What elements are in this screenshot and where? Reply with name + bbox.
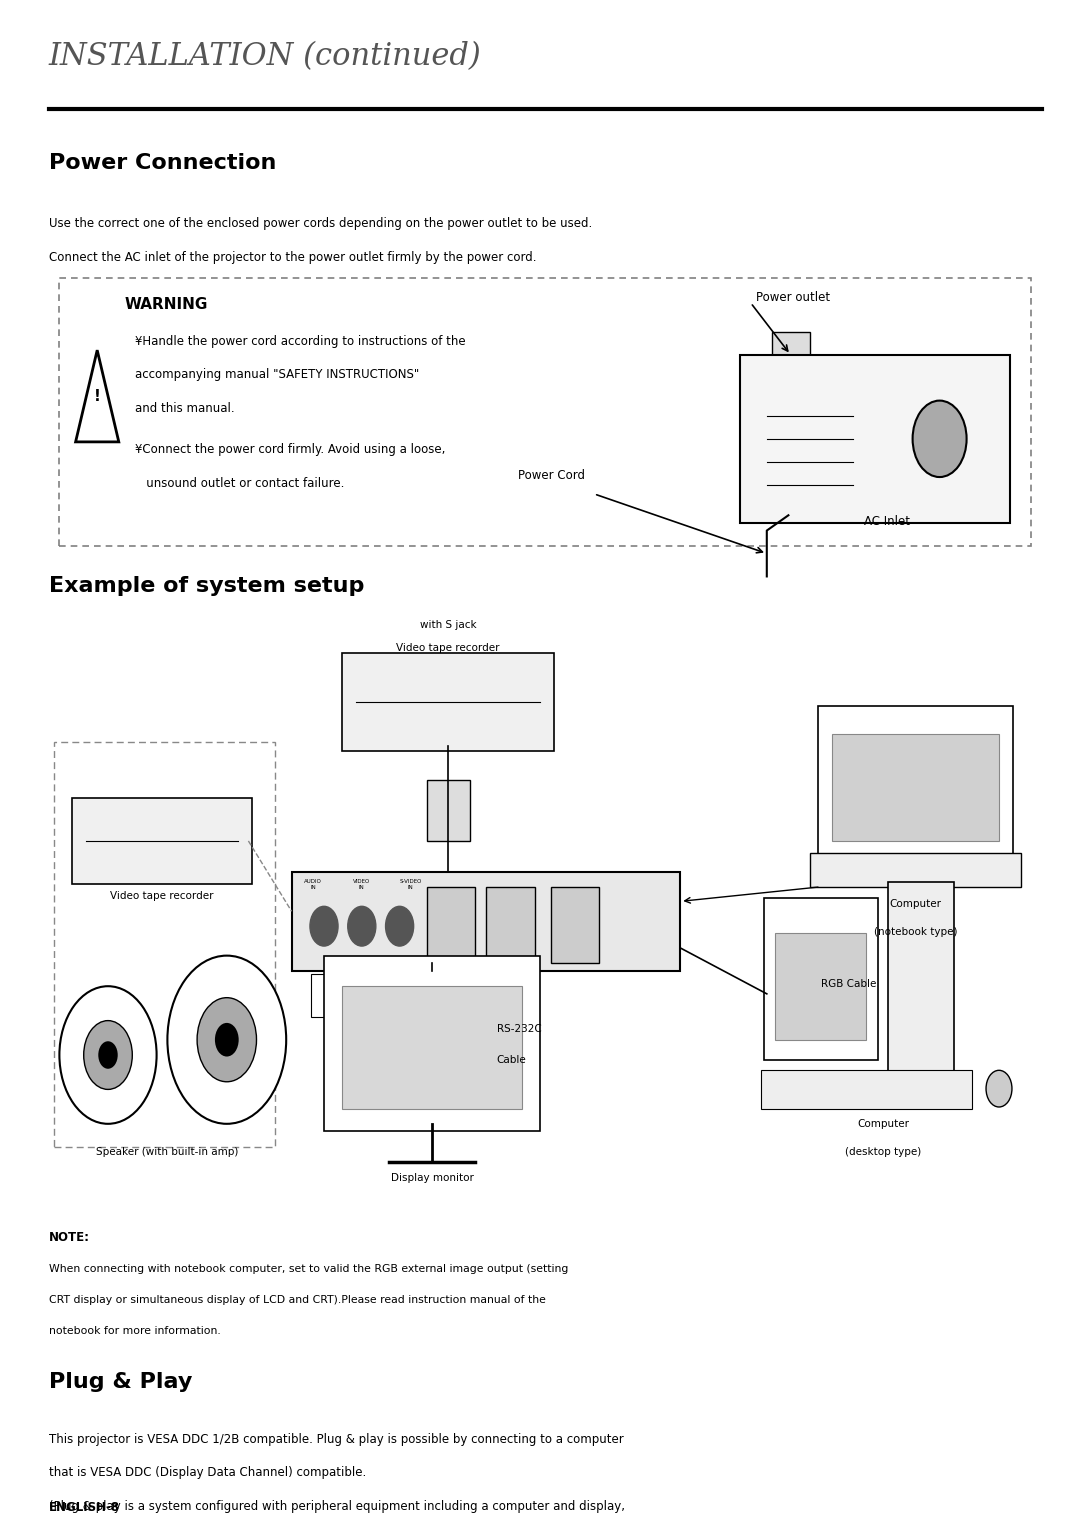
Text: RGB Cable: RGB Cable	[821, 979, 876, 989]
Circle shape	[348, 907, 376, 946]
Text: Connect the AC inlet of the projector to the power outlet firmly by the power co: Connect the AC inlet of the projector to…	[49, 251, 536, 265]
Circle shape	[310, 907, 338, 946]
FancyBboxPatch shape	[387, 974, 413, 1017]
Text: Display monitor: Display monitor	[391, 1173, 473, 1183]
FancyBboxPatch shape	[764, 898, 878, 1060]
FancyBboxPatch shape	[818, 706, 1013, 861]
Text: AUDIO
IN: AUDIO IN	[305, 879, 322, 890]
FancyBboxPatch shape	[761, 1070, 972, 1109]
FancyBboxPatch shape	[775, 933, 866, 1040]
FancyBboxPatch shape	[349, 974, 375, 1017]
Text: and this manual.: and this manual.	[135, 402, 234, 416]
Text: unsound outlet or contact failure.: unsound outlet or contact failure.	[135, 477, 345, 491]
Text: notebook for more information.: notebook for more information.	[49, 1326, 220, 1336]
Text: Power Cord: Power Cord	[518, 468, 585, 482]
Text: Video tape recorder: Video tape recorder	[396, 642, 500, 653]
Text: (desktop type): (desktop type)	[845, 1147, 921, 1157]
FancyBboxPatch shape	[888, 882, 954, 1075]
Text: Example of system setup: Example of system setup	[49, 576, 364, 596]
FancyBboxPatch shape	[486, 887, 535, 963]
Circle shape	[386, 907, 414, 946]
FancyBboxPatch shape	[72, 798, 252, 884]
Circle shape	[197, 998, 257, 1083]
FancyBboxPatch shape	[342, 653, 554, 751]
Text: Power outlet: Power outlet	[756, 291, 831, 304]
Text: Computer: Computer	[889, 899, 942, 910]
Circle shape	[913, 401, 967, 477]
Text: RS-232C: RS-232C	[497, 1024, 541, 1035]
Circle shape	[215, 1023, 239, 1057]
Text: ENGLISH-8: ENGLISH-8	[49, 1500, 120, 1514]
Text: Video tape recorder: Video tape recorder	[110, 891, 214, 902]
FancyBboxPatch shape	[427, 780, 470, 841]
FancyBboxPatch shape	[832, 734, 999, 841]
Text: ¥Handle the power cord according to instructions of the: ¥Handle the power cord according to inst…	[135, 335, 465, 349]
Text: VIDEO
IN: VIDEO IN	[353, 879, 370, 890]
FancyBboxPatch shape	[551, 887, 599, 963]
FancyBboxPatch shape	[740, 355, 1010, 523]
Text: ¥Connect the power cord firmly. Avoid using a loose,: ¥Connect the power cord firmly. Avoid us…	[135, 443, 445, 457]
FancyBboxPatch shape	[772, 332, 810, 370]
Text: When connecting with notebook computer, set to valid the RGB external image outp: When connecting with notebook computer, …	[49, 1264, 568, 1275]
FancyBboxPatch shape	[324, 956, 540, 1131]
Text: AC Inlet: AC Inlet	[864, 514, 910, 528]
Text: Plug & Play: Plug & Play	[49, 1372, 192, 1391]
Circle shape	[98, 1041, 118, 1069]
Text: Power Connection: Power Connection	[49, 153, 276, 173]
Text: S-VIDEO
IN: S-VIDEO IN	[400, 879, 421, 890]
FancyBboxPatch shape	[427, 887, 475, 963]
FancyBboxPatch shape	[311, 974, 337, 1017]
Text: with S jack: with S jack	[420, 619, 476, 630]
Text: NOTE:: NOTE:	[49, 1231, 90, 1245]
Text: accompanying manual "SAFETY INSTRUCTIONS": accompanying manual "SAFETY INSTRUCTIONS…	[135, 368, 419, 382]
Circle shape	[167, 956, 286, 1124]
FancyBboxPatch shape	[810, 853, 1021, 887]
Text: (notebook type): (notebook type)	[874, 927, 957, 937]
Text: This projector is VESA DDC 1/2B compatible. Plug & play is possible by connectin: This projector is VESA DDC 1/2B compatib…	[49, 1433, 623, 1446]
Text: Cable: Cable	[497, 1055, 527, 1066]
Text: WARNING: WARNING	[124, 297, 207, 312]
Text: INSTALLATION (continued): INSTALLATION (continued)	[49, 41, 482, 72]
Text: Use the correct one of the enclosed power cords depending on the power outlet to: Use the correct one of the enclosed powe…	[49, 217, 592, 231]
Text: (Plug & play is a system configured with peripheral equipment including a comput: (Plug & play is a system configured with…	[49, 1500, 624, 1514]
FancyBboxPatch shape	[292, 872, 680, 971]
Text: CRT display or simultaneous display of LCD and CRT).Please read instruction manu: CRT display or simultaneous display of L…	[49, 1295, 545, 1306]
Text: !: !	[94, 388, 100, 404]
Text: Speaker (with built-in amp): Speaker (with built-in amp)	[96, 1147, 239, 1157]
FancyBboxPatch shape	[342, 986, 522, 1109]
Circle shape	[84, 1021, 133, 1090]
Circle shape	[986, 1070, 1012, 1107]
Text: that is VESA DDC (Display Data Channel) compatible.: that is VESA DDC (Display Data Channel) …	[49, 1466, 366, 1480]
Text: Computer: Computer	[856, 1119, 909, 1130]
Circle shape	[59, 986, 157, 1124]
